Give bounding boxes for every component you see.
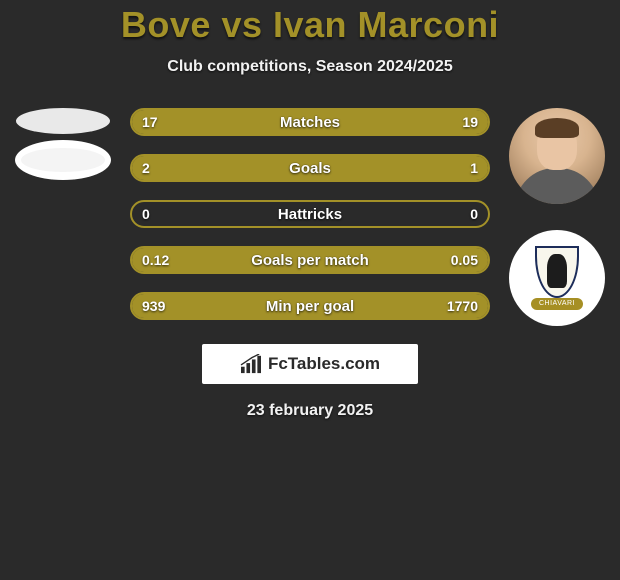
page-subtitle: Club competitions, Season 2024/2025 bbox=[0, 58, 620, 76]
stat-value-right: 0.05 bbox=[441, 248, 488, 272]
stat-label: Goals per match bbox=[251, 252, 369, 269]
content-columns: 17 Matches 19 2 Goals 1 0 Hattricks 0 0.12 Goals p… bbox=[0, 108, 620, 326]
right-club-crest: CHIAVARI bbox=[509, 230, 605, 326]
left-player-photo bbox=[16, 108, 110, 134]
left-player-column bbox=[8, 108, 118, 180]
stat-fill-left bbox=[132, 156, 371, 180]
stat-row: 0.12 Goals per match 0.05 bbox=[130, 246, 490, 274]
left-club-crest-shape bbox=[21, 148, 105, 172]
stat-row: 0 Hattricks 0 bbox=[130, 200, 490, 228]
stat-row: 17 Matches 19 bbox=[130, 108, 490, 136]
right-player-column: CHIAVARI bbox=[502, 108, 612, 326]
stat-value-left: 0 bbox=[132, 202, 160, 226]
stat-value-left: 939 bbox=[132, 294, 175, 318]
stat-value-right: 1 bbox=[460, 156, 488, 180]
stats-list: 17 Matches 19 2 Goals 1 0 Hattricks 0 0.12 Goals p… bbox=[130, 108, 490, 320]
page-title: Bove vs Ivan Marconi bbox=[0, 4, 620, 46]
stat-row: 2 Goals 1 bbox=[130, 154, 490, 182]
stat-value-left: 0.12 bbox=[132, 248, 179, 272]
stat-value-right: 19 bbox=[452, 110, 488, 134]
photo-shoulders bbox=[515, 168, 599, 204]
attribution-text: FcTables.com bbox=[268, 354, 380, 374]
stat-value-left: 17 bbox=[132, 110, 168, 134]
stat-label: Goals bbox=[289, 160, 331, 177]
stat-value-right: 0 bbox=[460, 202, 488, 226]
chart-icon bbox=[240, 354, 262, 374]
crest-figure bbox=[547, 254, 567, 288]
left-club-crest bbox=[15, 140, 111, 180]
stat-value-right: 1770 bbox=[437, 294, 488, 318]
stat-label: Min per goal bbox=[266, 298, 354, 315]
stat-label: Hattricks bbox=[278, 206, 342, 223]
crest-banner: CHIAVARI bbox=[531, 298, 583, 310]
snapshot-date: 23 february 2025 bbox=[0, 402, 620, 420]
right-player-photo bbox=[509, 108, 605, 204]
comparison-infographic: Bove vs Ivan Marconi Club competitions, … bbox=[0, 0, 620, 580]
photo-hair bbox=[535, 118, 579, 138]
attribution-badge: FcTables.com bbox=[202, 344, 418, 384]
stat-label: Matches bbox=[280, 114, 340, 131]
stat-value-left: 2 bbox=[132, 156, 160, 180]
stat-row: 939 Min per goal 1770 bbox=[130, 292, 490, 320]
